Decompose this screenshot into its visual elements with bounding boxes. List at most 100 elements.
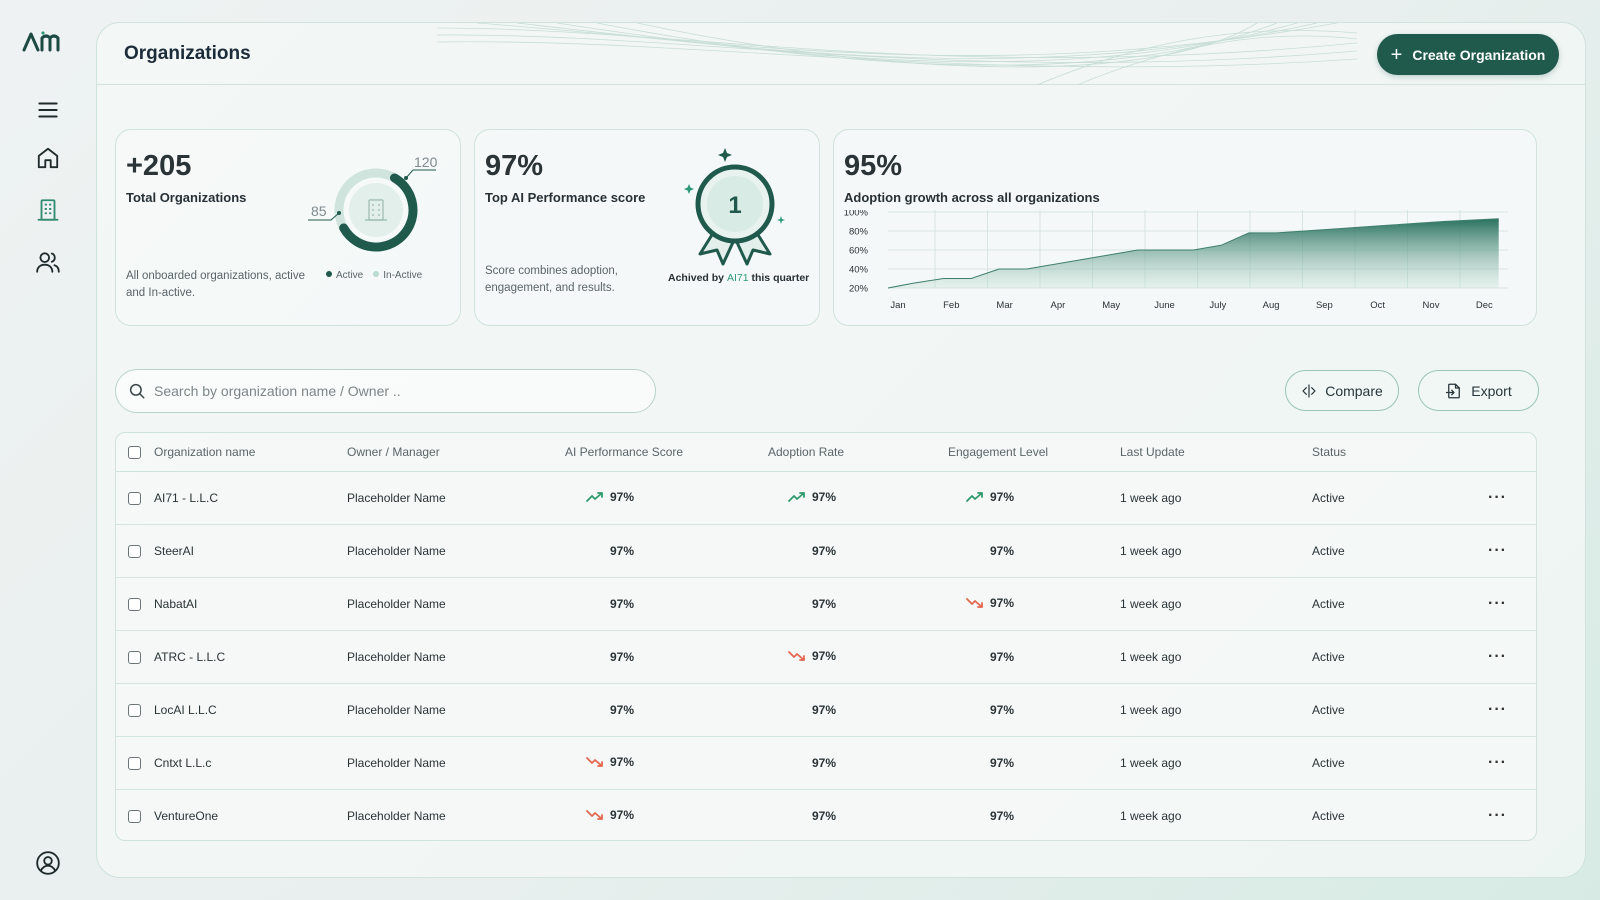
- more-options-icon[interactable]: ···: [1488, 541, 1507, 559]
- trend-up-icon: [966, 491, 983, 502]
- table-row[interactable]: ATRC - L.L.C Placeholder Name 97% 97% 97% 1 w…: [116, 630, 1536, 684]
- table-row[interactable]: SteerAI Placeholder Name 97% 97% 97% 1 week a…: [116, 524, 1536, 578]
- org-name[interactable]: NabatAI: [154, 577, 347, 631]
- status-text: Active: [1312, 524, 1488, 578]
- status-text: Active: [1312, 630, 1488, 684]
- more-options-icon[interactable]: ···: [1488, 753, 1507, 771]
- plus-icon: +: [1390, 43, 1403, 66]
- ai-value: 97%: [610, 489, 635, 504]
- compare-icon: [1302, 383, 1316, 398]
- decorative-waves-icon: [437, 23, 1357, 85]
- org-name[interactable]: VentureOne: [154, 808, 219, 823]
- top-bar: Organizations + Create Organization: [97, 23, 1585, 85]
- org-name[interactable]: LocAI L.L.C: [154, 683, 347, 737]
- profile-icon[interactable]: [34, 849, 62, 877]
- table-row[interactable]: Cntxt L.L.c Placeholder Name 97% 97% 97% 1 we…: [116, 736, 1536, 790]
- achieved-org-link[interactable]: AI71: [726, 272, 749, 284]
- app-logo[interactable]: [22, 30, 72, 58]
- engagement-metric: 97%: [990, 703, 1014, 717]
- org-name[interactable]: AI71 - L.L.C: [154, 471, 347, 525]
- adoption-value: 97%: [812, 543, 837, 558]
- table-row[interactable]: AI71 - L.L.C Placeholder Name 97% 97% 97% 1 w…: [116, 471, 1536, 525]
- table-row[interactable]: VentureOne Placeholder Name 97% 97% 97% 1 wee…: [116, 789, 1536, 840]
- org-name[interactable]: ATRC - L.L.C: [154, 630, 347, 684]
- trend-down-icon: [586, 809, 603, 820]
- trend-up-icon: [586, 491, 603, 502]
- x-tick-label: Feb: [943, 300, 959, 311]
- col-owner[interactable]: Owner / Manager: [347, 433, 550, 472]
- ai-value: 97%: [610, 754, 635, 769]
- select-all-checkbox[interactable]: [128, 445, 141, 459]
- row-checkbox[interactable]: [128, 809, 141, 823]
- donut-legend: Active In-Active: [326, 270, 422, 281]
- adoption-metric: 97%: [812, 597, 836, 611]
- adoption-growth-label: Adoption growth across all organizations: [844, 190, 1100, 205]
- engagement-metric: 97%: [966, 490, 1014, 504]
- adoption-value: 97%: [812, 489, 837, 504]
- menu-icon[interactable]: [34, 96, 62, 124]
- adoption-growth-value: 95%: [844, 150, 903, 182]
- building-icon[interactable]: [34, 196, 62, 224]
- col-last-update[interactable]: Last Update: [1120, 433, 1312, 472]
- col-adoption-rate[interactable]: Adoption Rate: [750, 433, 942, 472]
- more-options-icon[interactable]: ···: [1488, 700, 1507, 718]
- home-icon[interactable]: [34, 144, 62, 172]
- owner-name: Placeholder Name: [347, 736, 550, 790]
- row-checkbox[interactable]: [128, 491, 141, 505]
- x-tick-label: Mar: [996, 300, 1012, 311]
- table-row[interactable]: LocAI L.L.C Placeholder Name 97% 97% 97% 1 we…: [116, 683, 1536, 737]
- adoption-value: 97%: [812, 596, 837, 611]
- ai-value: 97%: [610, 702, 635, 717]
- engagement-metric: 97%: [966, 596, 1014, 610]
- adoption-metric: 97%: [812, 703, 836, 717]
- more-options-icon[interactable]: ···: [1488, 594, 1507, 612]
- org-name[interactable]: Cntxt L.L.c: [154, 736, 347, 790]
- trend-down-icon: [586, 756, 603, 767]
- create-organization-button[interactable]: + Create Organization: [1377, 34, 1559, 75]
- more-options-icon[interactable]: ···: [1488, 488, 1507, 506]
- export-button[interactable]: Export: [1418, 370, 1539, 411]
- last-update: 1 week ago: [1120, 808, 1182, 823]
- engagement-value: 97%: [990, 808, 1015, 823]
- col-engagement[interactable]: Engagement Level: [942, 433, 1120, 472]
- row-checkbox[interactable]: [128, 703, 141, 717]
- org-name[interactable]: SteerAI: [154, 524, 347, 578]
- row-checkbox[interactable]: [128, 650, 141, 664]
- table-row[interactable]: NabatAI Placeholder Name 97% 97% 97% 1 week a…: [116, 577, 1536, 631]
- ai-metric: 97%: [586, 808, 634, 822]
- ai-metric: 97%: [586, 490, 634, 504]
- adoption-value: 97%: [812, 755, 837, 770]
- page-title: Organizations: [124, 43, 251, 64]
- compare-button[interactable]: Compare: [1285, 370, 1399, 411]
- engagement-value: 97%: [990, 649, 1015, 664]
- adoption-area-chart: 20% 40% 60% 80% 100% Jan Feb Mar Apr May June July…: [844, 210, 1508, 311]
- main-panel: Organizations + Create Organization +205…: [96, 22, 1586, 878]
- users-icon[interactable]: [34, 248, 62, 276]
- row-checkbox[interactable]: [128, 597, 141, 611]
- last-update: 1 week ago: [1120, 736, 1312, 790]
- ai-metric: 97%: [586, 755, 634, 769]
- row-checkbox[interactable]: [128, 544, 141, 558]
- col-status[interactable]: Status: [1312, 433, 1488, 472]
- engagement-value: 97%: [990, 595, 1015, 610]
- row-checkbox[interactable]: [128, 756, 141, 770]
- adoption-metric: 97%: [812, 544, 836, 558]
- compare-label: Compare: [1325, 382, 1383, 399]
- engagement-metric: 97%: [990, 544, 1014, 558]
- adoption-metric: 97%: [788, 649, 836, 663]
- col-organization-name[interactable]: Organization name: [154, 433, 347, 472]
- x-tick-label: Nov: [1423, 300, 1440, 311]
- ai-metric: 97%: [610, 597, 634, 611]
- ai-performance-card: 97% Top AI Performance score Score combi…: [474, 129, 820, 326]
- more-options-icon[interactable]: ···: [1488, 806, 1507, 824]
- col-ai-score[interactable]: AI Performance Score: [550, 433, 750, 472]
- last-update: 1 week ago: [1120, 524, 1312, 578]
- status-text: Active: [1312, 577, 1488, 631]
- more-options-icon[interactable]: ···: [1488, 647, 1507, 665]
- status-text: Active: [1312, 683, 1488, 737]
- engagement-metric: 97%: [990, 650, 1014, 664]
- building-icon: [365, 199, 387, 221]
- engagement-value: 97%: [990, 489, 1015, 504]
- x-tick-label: July: [1209, 300, 1226, 311]
- search-input[interactable]: [154, 383, 634, 399]
